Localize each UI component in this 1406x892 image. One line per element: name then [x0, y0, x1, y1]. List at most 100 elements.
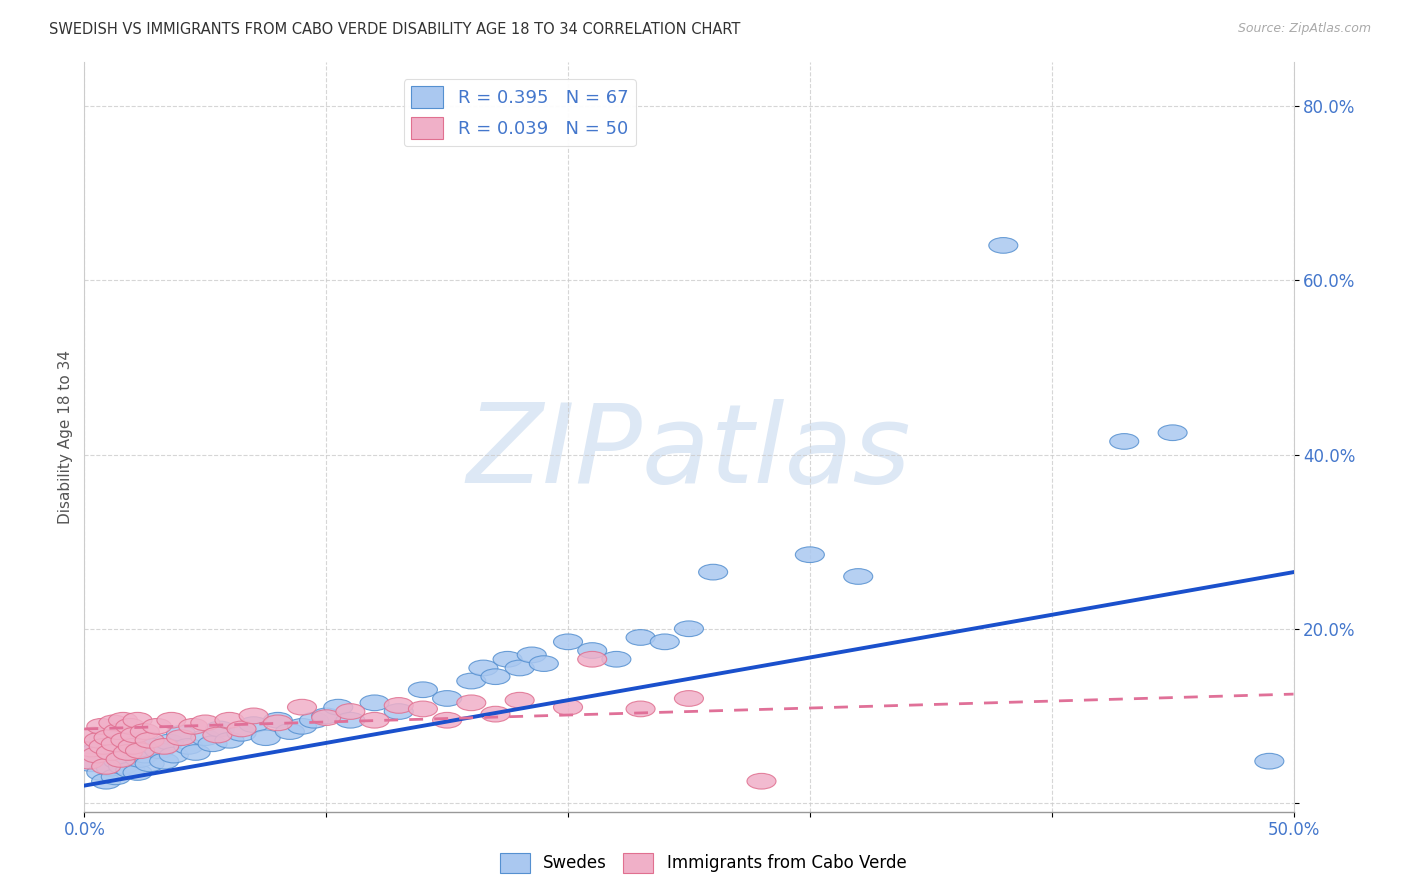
Ellipse shape: [323, 699, 353, 715]
Ellipse shape: [89, 730, 118, 746]
Ellipse shape: [481, 669, 510, 684]
Ellipse shape: [360, 713, 389, 728]
Ellipse shape: [108, 758, 138, 774]
Ellipse shape: [336, 713, 366, 728]
Ellipse shape: [215, 713, 245, 728]
Ellipse shape: [226, 721, 256, 737]
Ellipse shape: [239, 708, 269, 723]
Ellipse shape: [84, 732, 114, 748]
Ellipse shape: [578, 651, 607, 667]
Ellipse shape: [205, 721, 235, 737]
Ellipse shape: [159, 747, 188, 763]
Ellipse shape: [239, 717, 269, 732]
Ellipse shape: [121, 732, 149, 748]
Ellipse shape: [505, 692, 534, 708]
Text: Source: ZipAtlas.com: Source: ZipAtlas.com: [1237, 22, 1371, 36]
Ellipse shape: [215, 732, 245, 748]
Ellipse shape: [226, 725, 256, 741]
Ellipse shape: [179, 718, 208, 734]
Ellipse shape: [97, 745, 125, 760]
Ellipse shape: [108, 713, 138, 728]
Ellipse shape: [517, 647, 547, 663]
Ellipse shape: [105, 745, 135, 760]
Ellipse shape: [650, 634, 679, 649]
Ellipse shape: [114, 736, 142, 752]
Ellipse shape: [384, 704, 413, 719]
Ellipse shape: [457, 695, 486, 711]
Legend: R = 0.395   N = 67, R = 0.039   N = 50: R = 0.395 N = 67, R = 0.039 N = 50: [404, 79, 636, 146]
Ellipse shape: [626, 630, 655, 645]
Ellipse shape: [87, 764, 115, 780]
Ellipse shape: [77, 741, 105, 756]
Ellipse shape: [111, 732, 141, 748]
Ellipse shape: [263, 713, 292, 728]
Ellipse shape: [98, 715, 128, 731]
Ellipse shape: [101, 736, 131, 752]
Ellipse shape: [94, 730, 124, 746]
Y-axis label: Disability Age 18 to 34: Disability Age 18 to 34: [58, 350, 73, 524]
Ellipse shape: [1159, 425, 1187, 441]
Ellipse shape: [115, 762, 145, 778]
Ellipse shape: [198, 736, 226, 752]
Ellipse shape: [75, 754, 104, 769]
Ellipse shape: [149, 739, 179, 755]
Ellipse shape: [89, 739, 118, 755]
Ellipse shape: [145, 743, 174, 758]
Ellipse shape: [626, 701, 655, 717]
Ellipse shape: [118, 741, 148, 756]
Ellipse shape: [121, 727, 149, 743]
Ellipse shape: [124, 764, 152, 780]
Ellipse shape: [202, 727, 232, 743]
Ellipse shape: [312, 710, 340, 725]
Ellipse shape: [104, 723, 132, 739]
Ellipse shape: [125, 752, 155, 767]
Ellipse shape: [174, 739, 202, 755]
Ellipse shape: [988, 237, 1018, 253]
Ellipse shape: [155, 734, 184, 750]
Ellipse shape: [111, 750, 141, 765]
Legend: Swedes, Immigrants from Cabo Verde: Swedes, Immigrants from Cabo Verde: [494, 847, 912, 880]
Ellipse shape: [529, 656, 558, 672]
Ellipse shape: [191, 715, 219, 731]
Ellipse shape: [98, 739, 128, 755]
Ellipse shape: [82, 747, 111, 763]
Ellipse shape: [149, 754, 179, 769]
Ellipse shape: [141, 739, 169, 755]
Ellipse shape: [360, 695, 389, 711]
Ellipse shape: [1109, 434, 1139, 450]
Ellipse shape: [675, 621, 703, 637]
Ellipse shape: [433, 713, 461, 728]
Ellipse shape: [384, 698, 413, 714]
Ellipse shape: [82, 743, 111, 758]
Text: ZIPatlas: ZIPatlas: [467, 399, 911, 506]
Ellipse shape: [105, 752, 135, 767]
Ellipse shape: [114, 745, 142, 760]
Ellipse shape: [263, 715, 292, 731]
Ellipse shape: [77, 756, 105, 772]
Ellipse shape: [166, 730, 195, 746]
Ellipse shape: [131, 723, 159, 739]
Ellipse shape: [135, 756, 165, 772]
Ellipse shape: [312, 708, 340, 723]
Ellipse shape: [457, 673, 486, 689]
Text: SWEDISH VS IMMIGRANTS FROM CABO VERDE DISABILITY AGE 18 TO 34 CORRELATION CHART: SWEDISH VS IMMIGRANTS FROM CABO VERDE DI…: [49, 22, 741, 37]
Ellipse shape: [118, 739, 148, 755]
Ellipse shape: [481, 706, 510, 722]
Ellipse shape: [91, 773, 121, 789]
Ellipse shape: [336, 704, 366, 719]
Ellipse shape: [124, 713, 152, 728]
Ellipse shape: [408, 701, 437, 717]
Ellipse shape: [287, 699, 316, 715]
Ellipse shape: [91, 758, 121, 774]
Ellipse shape: [166, 725, 195, 741]
Ellipse shape: [191, 730, 219, 746]
Ellipse shape: [125, 743, 155, 758]
Ellipse shape: [101, 769, 131, 785]
Ellipse shape: [844, 568, 873, 584]
Ellipse shape: [287, 718, 316, 734]
Ellipse shape: [494, 651, 522, 667]
Ellipse shape: [80, 727, 108, 743]
Ellipse shape: [104, 754, 132, 769]
Ellipse shape: [433, 690, 461, 706]
Ellipse shape: [554, 699, 582, 715]
